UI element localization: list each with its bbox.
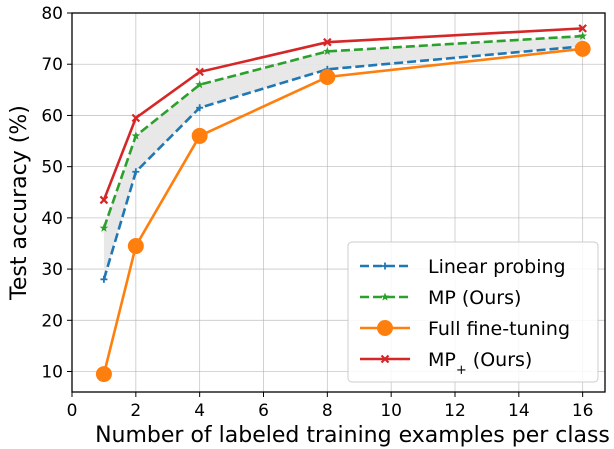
- data-point-full-fine-tuning: [95, 366, 112, 383]
- series-line-mp-ours: [102, 34, 583, 229]
- y-tick-label: 70: [41, 55, 63, 75]
- x-marker-stroke: [131, 113, 141, 123]
- data-point-linear-probing: [196, 104, 204, 112]
- x-marker-stroke: [323, 37, 332, 47]
- legend-marker-full-fine-tuning: [377, 320, 393, 336]
- y-tick-label: 80: [41, 4, 63, 24]
- data-point-mp-plus: [578, 24, 587, 33]
- data-point-linear-probing: [100, 275, 108, 283]
- x-marker-stroke: [195, 67, 204, 77]
- y-tick-label: 20: [41, 311, 63, 331]
- data-point-mp-ours: [578, 31, 587, 40]
- legend-label-mp-ours: MP (Ours): [428, 287, 521, 309]
- data-point-mp-plus: [99, 195, 109, 205]
- x-tick-label: 4: [194, 401, 205, 421]
- legend-label-full-fine-tuning: Full fine-tuning: [428, 318, 570, 340]
- x-marker-stroke: [99, 195, 109, 205]
- data-point-mp-plus: [195, 67, 204, 77]
- shaded-band: [103, 36, 583, 280]
- x-tick-label: 2: [130, 401, 141, 421]
- x-tick-label: 14: [508, 401, 530, 421]
- data-point-mp-plus: [323, 37, 332, 47]
- y-axis-label: Test accuracy (%): [7, 105, 32, 301]
- data-point-full-fine-tuning: [127, 238, 144, 255]
- y-tick-label: 10: [41, 363, 63, 383]
- x-tick-label: 8: [322, 401, 333, 421]
- legend-box: [347, 241, 599, 383]
- data-point-mp-ours: [195, 80, 204, 89]
- x-tick-label: 0: [67, 401, 78, 421]
- series-group: [95, 24, 591, 383]
- legend-label-linear-probing: Linear probing: [428, 256, 566, 278]
- plot-frame: [71, 12, 606, 393]
- x-axis-label: Number of labeled training examples per …: [95, 423, 610, 448]
- data-point-mp-ours: [99, 223, 109, 232]
- data-point-mp-ours: [323, 46, 332, 56]
- series-mp-plus: [99, 24, 587, 205]
- data-point-full-fine-tuning: [574, 40, 591, 57]
- axis-ticks: 0 2 4 6 8 10 12 14 16 10 20 30 40 50 60 70 80: [41, 4, 593, 421]
- shaded-band-area: [103, 36, 583, 280]
- x-tick-label: 16: [572, 401, 594, 421]
- legend-marker-linear-probing: [381, 262, 389, 270]
- y-tick-label: 60: [41, 106, 63, 126]
- legend-marker-mp-ours: [380, 292, 390, 301]
- data-point-full-fine-tuning: [191, 127, 208, 144]
- data-point-full-fine-tuning: [319, 69, 336, 86]
- x-tick-label: 6: [258, 401, 269, 421]
- x-marker-stroke: [578, 24, 587, 33]
- series-full-fine-tuning: [95, 40, 591, 383]
- data-point-mp-plus: [131, 113, 141, 123]
- x-marker-stroke: [380, 354, 390, 364]
- data-point-linear-probing: [132, 168, 140, 176]
- x-tick-label: 10: [380, 401, 402, 421]
- x-tick-label: 12: [444, 401, 466, 421]
- y-tick-label: 50: [41, 158, 63, 178]
- y-tick-label: 30: [41, 260, 63, 280]
- legend-marker-mp-plus: [380, 354, 390, 364]
- series-mp-ours: [99, 31, 587, 232]
- y-tick-label: 40: [41, 209, 63, 229]
- data-point-mp-ours: [131, 131, 141, 140]
